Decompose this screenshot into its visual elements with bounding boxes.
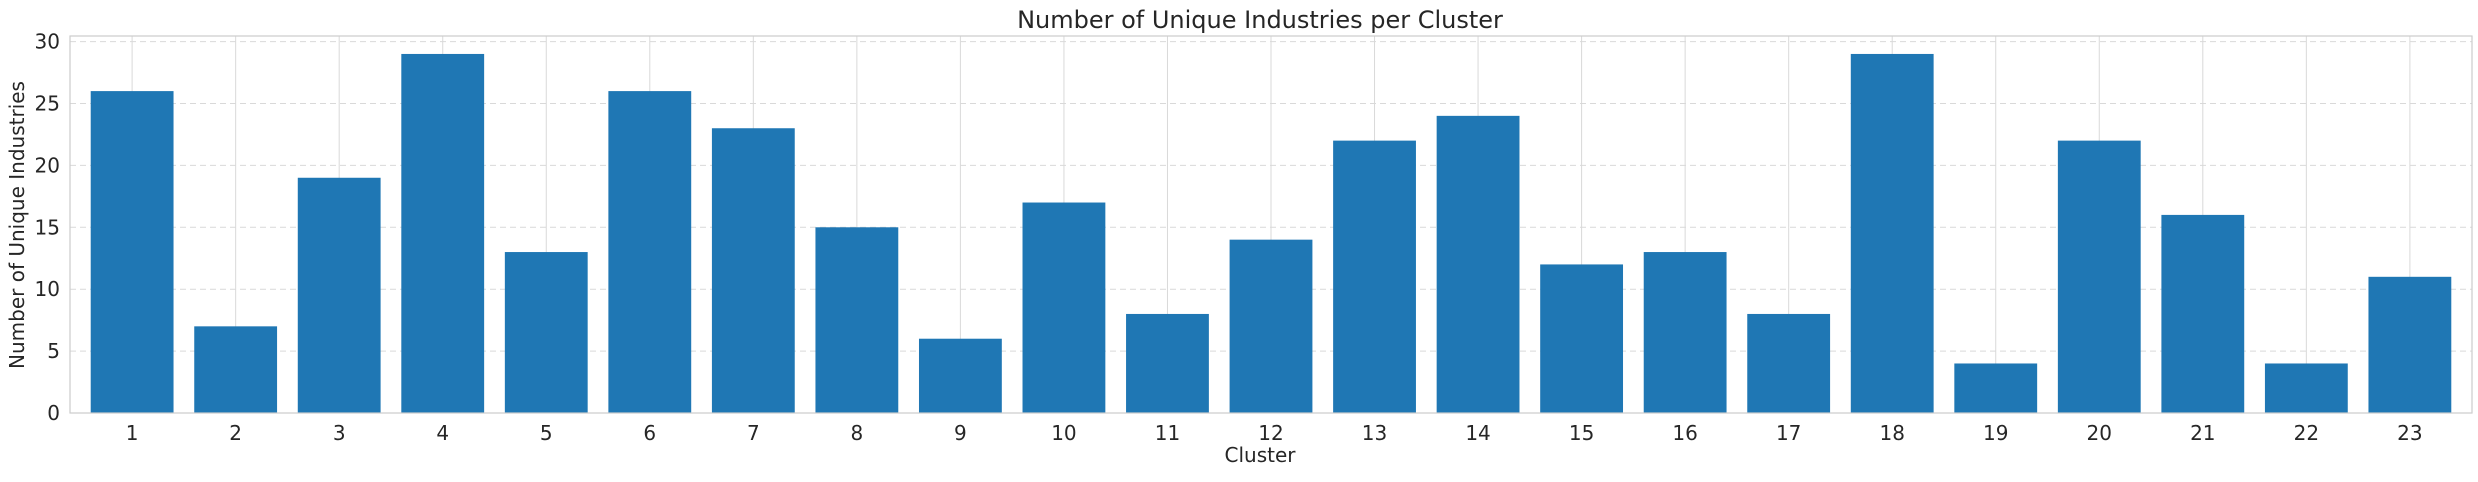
x-tick-label: 5 [540, 421, 553, 445]
x-tick-label: 7 [747, 421, 760, 445]
bar [2161, 214, 2245, 413]
x-tick-label: 11 [1155, 421, 1180, 445]
bar [1126, 313, 1209, 413]
plot-frame [69, 35, 2473, 414]
y-tick-label: 20 [35, 153, 60, 177]
bar [1954, 363, 2038, 413]
x-tick-label: 22 [2294, 421, 2319, 445]
bar [2057, 140, 2141, 413]
x-tick-label: 12 [1258, 421, 1283, 445]
bar [1022, 202, 1106, 413]
x-tick-label: 1 [126, 421, 139, 445]
bar [1747, 313, 1831, 413]
bar [297, 177, 381, 413]
bar [711, 128, 795, 413]
x-tick-label: 23 [2397, 421, 2422, 445]
x-axis-label: Cluster [1225, 443, 1297, 467]
bar [608, 91, 692, 413]
y-tick-label: 5 [47, 339, 60, 363]
x-tick-label: 19 [1983, 421, 2008, 445]
x-tick-label: 20 [2087, 421, 2112, 445]
y-tick-label: 15 [35, 215, 60, 239]
y-tick-label: 25 [35, 91, 60, 115]
x-tick-label: 2 [229, 421, 242, 445]
x-tick-label: 8 [850, 421, 863, 445]
bar [1229, 239, 1313, 413]
bar [401, 53, 485, 413]
bar [1643, 252, 1727, 413]
bar [2368, 276, 2452, 413]
bar [194, 326, 278, 413]
x-tick-label: 13 [1362, 421, 1387, 445]
y-tick-label: 10 [35, 277, 60, 301]
x-tick-label: 18 [1879, 421, 1904, 445]
x-tick-label: 16 [1672, 421, 1697, 445]
bar [1540, 264, 1624, 413]
x-tick-label: 17 [1776, 421, 1801, 445]
bar [90, 91, 174, 413]
bar [1333, 140, 1416, 413]
bar [918, 338, 1002, 413]
x-tick-label: 9 [954, 421, 967, 445]
chart-title: Number of Unique Industries per Cluster [1017, 6, 1503, 34]
x-tick-label: 4 [436, 421, 449, 445]
x-tick-label: 15 [1569, 421, 1594, 445]
x-tick-label: 3 [333, 421, 346, 445]
x-tick-label: 6 [643, 421, 656, 445]
y-tick-label: 0 [47, 401, 60, 425]
y-axis-label: Number of Unique Industries [5, 81, 29, 369]
bar [2264, 363, 2348, 413]
bar [1850, 53, 1934, 413]
bar [815, 227, 899, 413]
y-tick-label: 30 [35, 30, 60, 54]
x-tick-label: 14 [1465, 421, 1490, 445]
plot-border [69, 35, 2473, 414]
x-tick-label: 21 [2190, 421, 2215, 445]
bar [504, 252, 588, 413]
bar [1436, 115, 1520, 413]
bars [90, 53, 2452, 413]
x-tick-label: 10 [1051, 421, 1076, 445]
